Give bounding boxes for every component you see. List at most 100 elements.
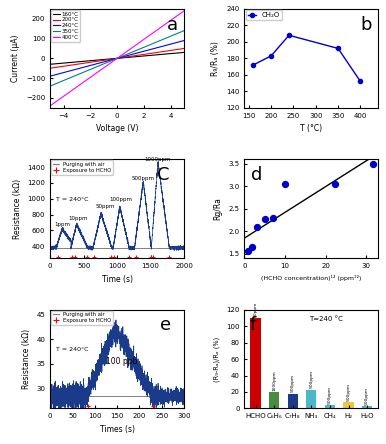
Y-axis label: Resistance (kΩ): Resistance (kΩ): [13, 178, 22, 239]
Line: 350°C: 350°C: [50, 31, 184, 86]
Text: d: d: [251, 166, 262, 184]
240°C: [182, 38, 186, 43]
Point: [262, 215, 268, 222]
Point: [270, 214, 276, 221]
CH₂O: [251, 62, 256, 67]
Text: 500ppm: 500ppm: [131, 175, 154, 181]
Line: 200°C: 200°C: [50, 48, 184, 68]
Bar: [325, 405, 335, 408]
200°C: [48, 66, 52, 71]
Text: 500ppm: 500ppm: [309, 370, 313, 388]
350°C: [175, 31, 180, 36]
200°C: [175, 47, 180, 52]
240°C: [73, 67, 78, 72]
Legend: Purging with air, Exposure to HCHO: Purging with air, Exposure to HCHO: [51, 311, 113, 325]
Bar: [269, 392, 279, 408]
Y-axis label: R₉/Rₐ (%): R₉/Rₐ (%): [212, 41, 220, 76]
X-axis label: T (°C): T (°C): [300, 124, 322, 133]
350°C: [83, 69, 88, 74]
CH₂O: [358, 79, 363, 84]
350°C: [53, 81, 58, 87]
160°C: [175, 50, 180, 56]
Bar: [306, 389, 317, 408]
Point: [249, 243, 256, 250]
Text: 500ppm: 500ppm: [347, 383, 350, 400]
Text: 50ppm: 50ppm: [96, 204, 115, 209]
Text: 50ppm: 50ppm: [254, 301, 257, 317]
Text: 1000ppm: 1000ppm: [272, 370, 276, 391]
400°C: [175, 13, 180, 18]
Point: [332, 180, 339, 187]
Y-axis label: Rg/Ra: Rg/Ra: [214, 197, 223, 220]
X-axis label: Time (s): Time (s): [102, 274, 133, 284]
160°C: [53, 61, 58, 67]
Text: 10ppm: 10ppm: [68, 216, 88, 221]
200°C: [182, 46, 186, 51]
240°C: [170, 41, 175, 46]
160°C: [170, 51, 175, 56]
240°C: [53, 72, 58, 77]
400°C: [170, 16, 175, 22]
X-axis label: Voltage (V): Voltage (V): [96, 124, 139, 133]
350°C: [170, 33, 175, 38]
Text: 500ppm: 500ppm: [291, 374, 295, 392]
200°C: [83, 60, 88, 66]
Text: T=240 °C: T=240 °C: [309, 317, 342, 322]
400°C: [83, 78, 88, 83]
240°C: [175, 40, 180, 45]
400°C: [48, 103, 52, 108]
Point: [282, 180, 288, 187]
400°C: [56, 97, 61, 103]
Legend: CH₂O: CH₂O: [246, 10, 282, 20]
350°C: [182, 28, 186, 33]
350°C: [56, 80, 61, 85]
Text: T = 240°C: T = 240°C: [56, 197, 88, 202]
200°C: [56, 64, 61, 70]
Text: f: f: [250, 317, 256, 334]
Bar: [362, 406, 372, 408]
Text: 100ppm: 100ppm: [110, 197, 133, 202]
160°C: [73, 59, 78, 65]
Text: T = 240°C: T = 240°C: [56, 347, 88, 352]
Text: 1000ppm: 1000ppm: [144, 157, 171, 163]
Bar: [288, 394, 298, 408]
Bar: [344, 402, 354, 408]
Text: a: a: [167, 16, 178, 34]
Line: 160°C: 160°C: [50, 52, 184, 64]
Text: C: C: [157, 166, 170, 184]
350°C: [73, 73, 78, 79]
Text: 500ppm: 500ppm: [365, 387, 369, 405]
400°C: [182, 8, 186, 13]
400°C: [53, 99, 58, 105]
Y-axis label: Current (μA): Current (μA): [12, 35, 20, 82]
X-axis label: (HCHO concentration)¹² (ppm¹²): (HCHO concentration)¹² (ppm¹²): [261, 274, 362, 281]
350°C: [48, 83, 52, 89]
X-axis label: Times (s): Times (s): [100, 425, 135, 434]
Bar: [251, 318, 261, 408]
Point: [245, 248, 252, 255]
Text: 1ppm: 1ppm: [54, 222, 70, 227]
CH₂O: [287, 32, 291, 38]
Line: 240°C: 240°C: [50, 40, 184, 76]
240°C: [83, 64, 88, 69]
Point: [369, 160, 376, 167]
Legend: 160°C, 200°C, 240°C, 350°C, 400°C: 160°C, 200°C, 240°C, 350°C, 400°C: [51, 10, 80, 42]
160°C: [48, 62, 52, 67]
CH₂O: [269, 53, 273, 59]
Text: 500ppm: 500ppm: [328, 386, 332, 404]
160°C: [56, 61, 61, 66]
Line: CH₂O: CH₂O: [251, 33, 362, 83]
200°C: [73, 62, 78, 67]
Line: 400°C: 400°C: [50, 11, 184, 106]
240°C: [56, 71, 61, 77]
Y-axis label: (R₉-Rₐ)/Rₐ (%): (R₉-Rₐ)/Rₐ (%): [214, 337, 220, 382]
Text: 100 ppb: 100 ppb: [106, 357, 137, 366]
Text: e: e: [160, 317, 171, 334]
200°C: [53, 65, 58, 70]
Point: [254, 223, 260, 230]
160°C: [182, 50, 186, 55]
240°C: [48, 73, 52, 79]
Y-axis label: Resistance (kΩ): Resistance (kΩ): [22, 329, 31, 389]
CH₂O: [336, 46, 340, 51]
160°C: [83, 59, 88, 64]
